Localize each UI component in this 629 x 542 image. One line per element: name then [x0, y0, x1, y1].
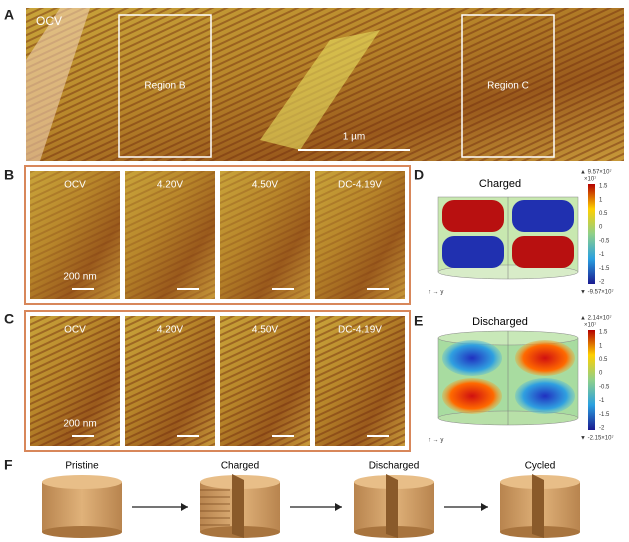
terrace: [26, 8, 90, 161]
panel-label: C: [4, 311, 14, 327]
region-label: Region C: [487, 81, 529, 92]
panel-label: B: [4, 167, 14, 183]
afm-texture: [125, 316, 215, 446]
panel-frame: [24, 165, 411, 305]
panel-label: D: [414, 167, 424, 183]
colorbar-min: ▼ -2.15×10⁷: [580, 435, 614, 442]
colorbar-tick: 0.5: [599, 357, 608, 363]
cut-face: [532, 474, 544, 538]
overlay-label: OCV: [36, 14, 62, 28]
arrowhead: [181, 503, 188, 511]
colorbar-tick: -1: [599, 252, 605, 258]
colorbar-tick: -2: [599, 280, 605, 286]
cylinder-top: [42, 475, 122, 489]
colorbar-tick: -0.5: [599, 384, 610, 390]
colorbar-unit: ×10⁷: [584, 176, 596, 183]
colorbar-tick: -1: [599, 398, 605, 404]
sim-cylinder: [437, 330, 579, 426]
colorbar-tick: -1.5: [599, 266, 610, 272]
cut-face: [232, 474, 244, 538]
stage-label: Charged: [221, 461, 259, 472]
panel-label: F: [4, 457, 13, 473]
region-box: [118, 14, 212, 158]
region-label: Region B: [144, 81, 185, 92]
sim-title: Discharged: [472, 316, 528, 328]
colorbar-tick: 1: [599, 343, 603, 349]
afm-texture: [315, 316, 405, 446]
axis-glyph: ↑ → y: [428, 438, 443, 444]
colorbar-unit: ×10⁷: [584, 322, 596, 329]
colorbar-gradient: [588, 184, 595, 284]
colorbar-max: ▲ 9.57×10⁷: [580, 169, 612, 176]
cut-face: [386, 474, 398, 538]
frame-label: 4.50V: [252, 180, 278, 191]
colorbar-tick: 0: [599, 371, 603, 377]
cylinder-body: [42, 482, 122, 532]
scale-label: 1 µm: [343, 132, 365, 143]
stage-label: Cycled: [525, 461, 556, 472]
colorbar-tick: -1.5: [599, 412, 610, 418]
colorbar-tick: 1: [599, 197, 603, 203]
colorbar-gradient: [588, 330, 595, 430]
afm-texture: [125, 171, 215, 299]
colorbar-tick: 1.5: [599, 184, 608, 190]
afm-rows: OCV 200 nm 4.20V 4.50V DC-4.19V OCV 200 nm 4.20…: [30, 171, 405, 446]
panel-label: A: [4, 7, 14, 23]
axis-glyph: ↑ → y: [428, 290, 443, 296]
cylinder-bottom: [42, 526, 122, 538]
colorbar-max: ▲ 2.14×10⁷: [580, 315, 612, 322]
afm-texture: [220, 171, 310, 299]
colorbar-tick: 0: [599, 225, 603, 231]
frame-label: OCV: [64, 325, 86, 336]
sim-title: Charged: [479, 178, 521, 190]
frame-label: 4.50V: [252, 325, 278, 336]
colorbar-tick: 1.5: [599, 330, 608, 336]
terrace: [260, 30, 380, 150]
colorbar-tick: -2: [599, 426, 605, 432]
frame-label: DC-4.19V: [338, 325, 382, 336]
afm-texture: [315, 171, 405, 299]
arrowhead: [335, 503, 342, 511]
stage-label: Discharged: [369, 461, 420, 472]
frame-label: DC-4.19V: [338, 180, 382, 191]
colorbar-tick: 0.5: [599, 211, 608, 217]
scale-label: 200 nm: [63, 272, 96, 283]
afm-texture: [220, 316, 310, 446]
stage-label: Pristine: [65, 461, 99, 472]
sim-cylinder: [437, 196, 579, 280]
arrowhead: [481, 503, 488, 511]
region-box: [461, 14, 555, 158]
afm-texture: [30, 171, 120, 299]
afm-texture: [30, 316, 120, 446]
frame-label: 4.20V: [157, 180, 183, 191]
stages: Pristine Charged Discharged Cycled: [42, 461, 580, 538]
frame-label: 4.20V: [157, 325, 183, 336]
colorbar-tick: -0.5: [599, 238, 610, 244]
colorbar-min: ▼ -9.57×10⁷: [580, 289, 614, 296]
panel-label: E: [414, 313, 423, 329]
scale-label: 200 nm: [63, 419, 96, 430]
panel-frame: [24, 310, 411, 452]
frame-label: OCV: [64, 180, 86, 191]
